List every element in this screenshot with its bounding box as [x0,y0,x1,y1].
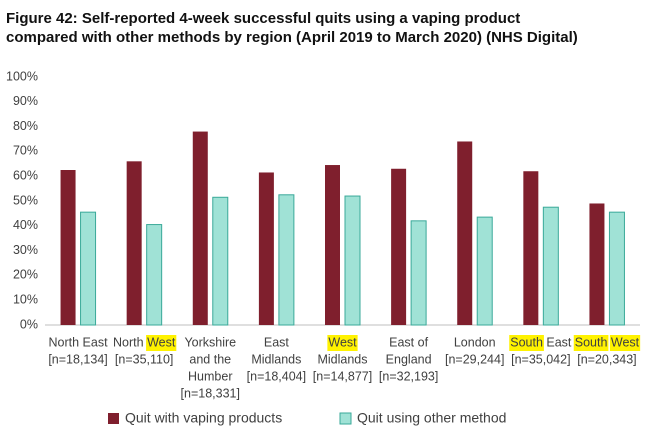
x-tick-label: North East [49,335,109,349]
x-tick-label: North [113,335,147,349]
x-tick-label: [n=35,110] [115,352,174,366]
bar [542,206,559,326]
chart-title: Figure 42: Self-reported 4-week successf… [6,10,520,27]
x-tick-label: West [328,335,357,349]
bar [325,165,340,325]
highlight [327,335,358,351]
x-tick-label: Yorkshire [184,335,236,349]
bar [278,194,295,326]
bar [410,220,427,326]
highlight [509,335,544,351]
y-tick-label: 30% [13,243,38,257]
x-tick-label: West [611,335,640,349]
y-tick-label: 80% [13,119,38,133]
x-tick-label: West [147,335,176,349]
y-tick-label: 50% [13,193,38,207]
highlight [573,335,609,351]
x-tick-label: Midlands [317,352,367,366]
x-tick-label: East [543,335,572,349]
x-tick-label: Humber [188,369,232,383]
y-tick-label: 90% [13,94,38,108]
x-tick-label: [n=14,877] [313,369,372,383]
chart-title: compared with other methods by region (A… [6,29,578,46]
x-tick-label: [n=18,404] [247,369,306,383]
y-tick-label: 10% [13,292,38,306]
bar [192,131,208,325]
bar [608,211,625,326]
bar [212,196,229,326]
x-tick-label: East of [389,335,428,349]
x-tick-label: [n=20,343] [577,352,636,366]
x-tick-label: East [264,335,290,349]
legend-swatch [339,412,352,425]
bar [523,171,539,325]
bar [80,211,97,326]
y-tick-label: 20% [13,268,38,282]
highlight [146,335,177,351]
x-tick-label: [n=32,193] [379,369,438,383]
highlight [609,335,641,351]
y-tick-label: 70% [13,144,38,158]
y-tick-label: 60% [13,168,38,182]
legend-label: Quit with vaping products [125,410,282,426]
x-tick-label: [n=18,134] [48,352,107,366]
bar [457,141,473,325]
legend-swatch [108,413,119,424]
bar [391,168,407,325]
x-tick-label: [n=35,042] [511,352,570,366]
x-tick-label: South [510,335,543,349]
y-tick-label: 0% [20,317,38,331]
x-tick-label: England [386,352,432,366]
legend-label: Quit using other method [357,410,506,426]
bar [344,195,361,326]
bar [258,172,274,325]
x-tick-label: South [575,335,608,349]
y-tick-label: 40% [13,218,38,232]
bar [146,224,163,326]
bar [476,216,493,326]
x-tick-label: Midlands [251,352,301,366]
y-tick-label: 100% [6,69,38,83]
x-tick-label: [n=18,331] [181,386,240,400]
x-tick-label: [n=29,244] [445,352,504,366]
x-tick-label: London [454,335,496,349]
bar [589,203,605,325]
x-tick-label: and the [189,352,231,366]
bar [60,170,76,325]
bar [126,161,142,325]
